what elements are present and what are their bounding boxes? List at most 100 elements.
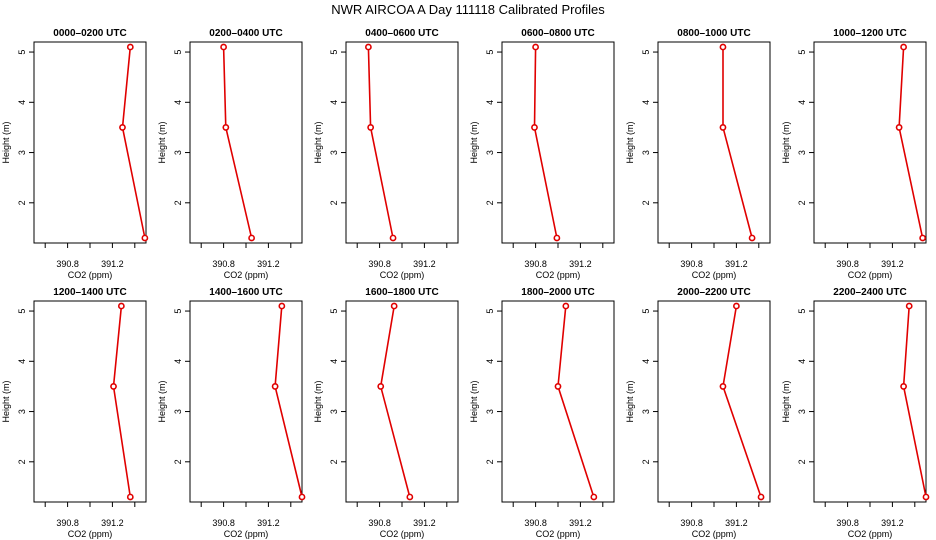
y-axis-label: Height (m) <box>625 121 635 163</box>
x-tick-label: 390.8 <box>836 518 859 528</box>
data-point <box>895 124 903 131</box>
x-axis-label: CO2 (ppm) <box>380 270 425 280</box>
x-tick-label: 391.2 <box>569 259 592 269</box>
x-tick-label: 391.2 <box>725 518 748 528</box>
y-tick-label: 5 <box>17 309 27 314</box>
y-tick-label: 3 <box>641 409 651 414</box>
data-point <box>553 234 561 242</box>
y-axis-label: Height (m) <box>157 380 167 422</box>
x-tick-label: 390.8 <box>836 259 859 269</box>
y-axis-label: Height (m) <box>313 380 323 422</box>
y-tick-label: 5 <box>173 309 183 314</box>
x-tick-label: 390.8 <box>212 259 235 269</box>
y-axis-label: Height (m) <box>469 121 479 163</box>
y-tick-label: 5 <box>797 50 807 55</box>
data-point <box>298 493 306 501</box>
x-axis-label: CO2 (ppm) <box>536 529 581 539</box>
x-axis-label: CO2 (ppm) <box>68 270 113 280</box>
plot-frame <box>657 41 771 244</box>
y-tick-label: 4 <box>797 100 807 105</box>
data-point <box>220 43 227 51</box>
y-tick-label: 3 <box>173 150 183 155</box>
profile-line <box>722 47 753 239</box>
x-axis-label: CO2 (ppm) <box>848 529 893 539</box>
y-axis-label: Height (m) <box>157 121 167 163</box>
y-tick-label: 2 <box>485 459 495 464</box>
y-tick-label: 2 <box>329 200 339 205</box>
y-axis-label: Height (m) <box>469 380 479 422</box>
y-tick-label: 2 <box>797 459 807 464</box>
data-point <box>922 493 930 501</box>
y-tick-label: 5 <box>485 50 495 55</box>
x-tick-label: 390.8 <box>524 259 547 269</box>
x-tick-label: 391.2 <box>257 518 280 528</box>
data-point <box>406 493 414 501</box>
y-axis-label: Height (m) <box>781 380 791 422</box>
data-point <box>554 383 562 390</box>
data-point <box>271 383 279 390</box>
x-tick-label: 390.8 <box>56 259 79 269</box>
y-tick-label: 2 <box>797 200 807 205</box>
y-axis-label: Height (m) <box>1 380 11 422</box>
y-tick-label: 5 <box>173 50 183 55</box>
panels-grid: 0000–0200 UTC 390.8 391.2 CO2 (ppm) 2 3 4 5 Heig… <box>1 28 930 539</box>
y-tick-label: 3 <box>329 409 339 414</box>
y-tick-label: 5 <box>641 309 651 314</box>
data-point <box>110 383 117 390</box>
panel-title: 0600–0800 UTC <box>521 28 594 39</box>
y-tick-label: 5 <box>641 50 651 55</box>
profile-line <box>379 305 411 498</box>
y-axis-label: Height (m) <box>1 121 11 163</box>
plot-frame <box>501 41 615 244</box>
y-tick-label: 2 <box>641 200 651 205</box>
panel-title: 0000–0200 UTC <box>53 28 126 39</box>
y-tick-label: 4 <box>797 359 807 364</box>
y-tick-label: 3 <box>797 409 807 414</box>
profile-line <box>222 46 253 239</box>
y-tick-label: 3 <box>641 150 651 155</box>
x-tick-label: 390.8 <box>680 518 703 528</box>
data-point <box>719 43 727 51</box>
x-tick-label: 391.2 <box>257 259 280 269</box>
data-point <box>126 43 134 51</box>
data-point <box>757 493 765 501</box>
data-point <box>278 302 286 310</box>
y-tick-label: 3 <box>173 409 183 414</box>
x-tick-label: 390.8 <box>680 259 703 269</box>
y-tick-label: 4 <box>641 100 651 105</box>
y-tick-label: 2 <box>641 459 651 464</box>
y-tick-label: 3 <box>797 150 807 155</box>
x-tick-label: 391.2 <box>881 259 904 269</box>
data-point <box>900 383 907 390</box>
plot-frame <box>345 300 459 503</box>
x-tick-label: 390.8 <box>212 518 235 528</box>
data-point <box>377 383 385 390</box>
y-tick-label: 5 <box>797 309 807 314</box>
panel-title: 1200–1400 UTC <box>53 287 126 298</box>
panel-title: 0800–1000 UTC <box>677 28 750 39</box>
panel-title: 1000–1200 UTC <box>833 28 906 39</box>
x-tick-label: 391.2 <box>413 518 436 528</box>
y-tick-label: 4 <box>17 100 27 105</box>
y-tick-label: 4 <box>329 100 339 105</box>
plot-frame <box>813 300 927 503</box>
profile-line <box>533 46 558 239</box>
plot-frame <box>501 300 615 503</box>
data-point <box>117 302 125 310</box>
panel-title: 1600–1800 UTC <box>365 287 438 298</box>
data-point <box>367 124 375 131</box>
y-tick-label: 5 <box>17 50 27 55</box>
data-point <box>389 234 397 242</box>
profile-line <box>557 305 595 498</box>
data-point <box>900 43 907 51</box>
panel-title: 0200–0400 UTC <box>209 28 282 39</box>
data-point <box>590 493 598 501</box>
